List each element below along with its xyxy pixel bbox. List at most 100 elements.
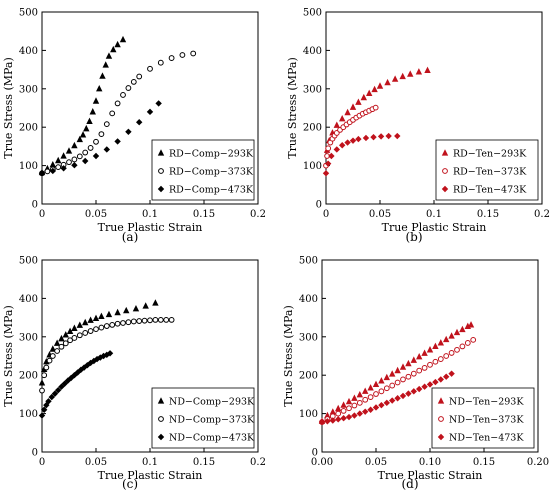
data-point bbox=[98, 312, 105, 320]
data-point bbox=[329, 408, 336, 415]
data-point bbox=[372, 404, 380, 411]
data-point bbox=[146, 108, 154, 116]
data-point bbox=[46, 357, 53, 364]
legend-entry: ND−Ten−293K bbox=[449, 397, 524, 408]
data-point bbox=[448, 370, 455, 377]
data-point bbox=[351, 412, 358, 419]
legend-entry: ND−Ten−473K bbox=[449, 433, 524, 444]
data-point bbox=[168, 55, 175, 61]
y-tick-label: 200 bbox=[19, 123, 38, 134]
data-point bbox=[87, 316, 94, 323]
series-1 bbox=[38, 35, 127, 176]
legend-marker bbox=[441, 149, 449, 156]
data-point bbox=[378, 377, 385, 384]
data-point bbox=[339, 114, 346, 122]
data-point bbox=[89, 108, 96, 115]
data-point bbox=[96, 85, 103, 92]
data-point bbox=[155, 100, 162, 107]
data-point bbox=[92, 152, 100, 160]
data-point bbox=[157, 59, 164, 66]
series-1 bbox=[38, 299, 159, 386]
data-point bbox=[55, 156, 62, 164]
data-point bbox=[372, 380, 380, 388]
chart-panel-b: 0 100 200 300 400 500 0 0.05 0.1 0.15 0.2 True Plas… bbox=[286, 8, 550, 245]
data-point bbox=[125, 128, 132, 136]
legend: ND−Ten−293K ND−Ten−373K ND−Ten−473K bbox=[431, 387, 535, 449]
data-point bbox=[49, 161, 56, 168]
data-point bbox=[470, 336, 477, 343]
data-point bbox=[87, 328, 94, 334]
y-axis-title: True Stress (MPa) bbox=[2, 305, 15, 407]
x-tick-label: 0.1 bbox=[142, 209, 158, 220]
y-tick-label: 200 bbox=[299, 371, 318, 382]
data-point bbox=[360, 93, 367, 101]
data-point bbox=[93, 138, 99, 145]
data-point bbox=[432, 342, 439, 349]
panel-label: (b) bbox=[405, 230, 422, 244]
data-point bbox=[71, 141, 78, 149]
data-point bbox=[344, 139, 351, 146]
x-tick-label: 0.15 bbox=[477, 209, 499, 220]
legend-entry: RD−Comp−293K bbox=[169, 149, 254, 160]
data-point bbox=[372, 104, 379, 111]
x-tick-label: 0.05 bbox=[369, 209, 391, 220]
data-point bbox=[370, 133, 377, 141]
data-point bbox=[55, 164, 62, 171]
data-point bbox=[391, 75, 399, 82]
x-axis-title: True Plastic Strain bbox=[378, 469, 483, 482]
y-tick-label: 500 bbox=[299, 256, 318, 267]
data-point bbox=[71, 162, 78, 169]
data-point bbox=[136, 119, 143, 126]
data-point bbox=[349, 137, 357, 144]
data-point bbox=[66, 159, 72, 166]
data-point bbox=[103, 323, 110, 329]
data-point bbox=[424, 66, 431, 73]
data-point bbox=[190, 50, 197, 57]
y-tick-label: 100 bbox=[19, 409, 38, 420]
data-point bbox=[38, 170, 46, 177]
series-1 bbox=[318, 321, 475, 424]
data-point bbox=[114, 308, 121, 316]
data-point bbox=[394, 366, 401, 374]
data-point bbox=[405, 373, 412, 380]
data-point bbox=[130, 318, 137, 325]
data-point bbox=[329, 417, 336, 424]
data-point bbox=[90, 357, 98, 365]
legend-entry: ND−Comp−473K bbox=[169, 433, 255, 444]
data-point bbox=[119, 35, 127, 43]
data-point bbox=[136, 73, 143, 80]
data-point bbox=[340, 408, 347, 414]
data-point bbox=[45, 398, 52, 405]
data-point bbox=[421, 365, 428, 371]
data-point bbox=[407, 70, 414, 77]
data-point bbox=[54, 348, 61, 354]
x-tick-label: 0.05 bbox=[85, 457, 107, 468]
data-point bbox=[373, 391, 379, 397]
data-point bbox=[367, 384, 374, 391]
data-point bbox=[426, 381, 434, 388]
data-point bbox=[377, 133, 385, 140]
y-tick-label: 400 bbox=[19, 294, 38, 305]
data-point bbox=[351, 394, 358, 401]
data-point bbox=[125, 85, 132, 91]
data-point bbox=[83, 124, 90, 132]
legend-marker bbox=[158, 416, 164, 422]
legend-box bbox=[431, 387, 535, 449]
x-tick-label: 0 bbox=[39, 457, 45, 468]
legend: RD−Ten−293K RD−Ten−373K RD−Ten−473K bbox=[435, 139, 539, 201]
legend-marker bbox=[158, 168, 164, 174]
data-point bbox=[362, 396, 369, 403]
data-point bbox=[325, 145, 332, 152]
data-point bbox=[38, 379, 46, 386]
data-point bbox=[99, 72, 106, 79]
legend-entry: RD−Comp−373K bbox=[169, 167, 254, 178]
data-point bbox=[356, 390, 363, 398]
data-point bbox=[467, 321, 475, 328]
data-point bbox=[399, 392, 407, 400]
data-point bbox=[399, 363, 407, 370]
data-point bbox=[106, 350, 114, 357]
data-point bbox=[102, 61, 109, 68]
series-3 bbox=[318, 370, 455, 426]
data-point bbox=[356, 410, 363, 417]
